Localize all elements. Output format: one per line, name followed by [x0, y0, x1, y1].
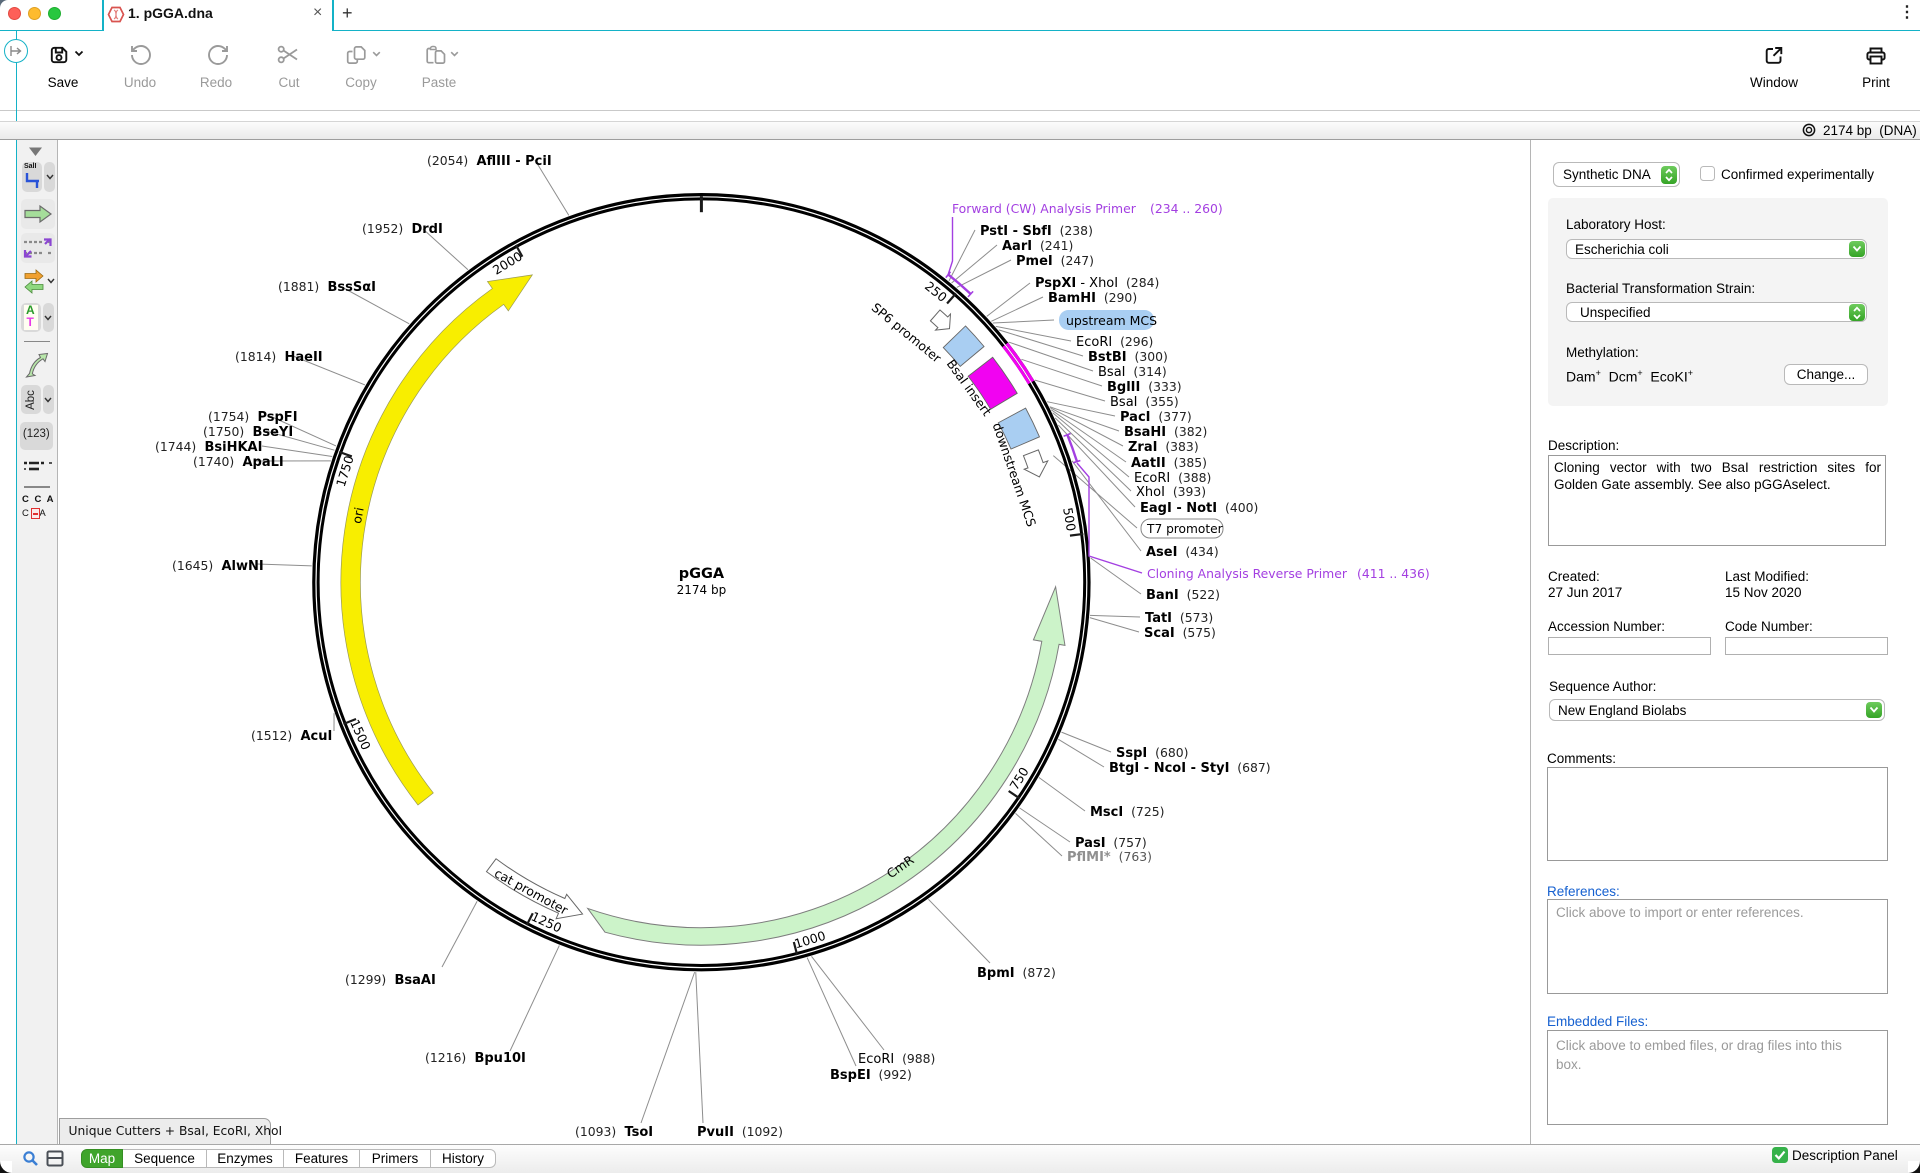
svg-text:BsaI (314): BsaI (314) — [1098, 364, 1167, 380]
svg-text:2174 bp: 2174 bp — [677, 583, 727, 597]
svg-text:PvuII (1092): PvuII (1092) — [697, 1124, 783, 1140]
svg-text:(1750) BseYI: (1750) BseYI — [203, 424, 293, 440]
svg-text:PacI (377): PacI (377) — [1120, 409, 1192, 425]
svg-text:PstI - SbfI (238): PstI - SbfI (238) — [980, 223, 1093, 239]
svg-text:PmeI (247): PmeI (247) — [1016, 253, 1094, 269]
svg-text:ScaI (575): ScaI (575) — [1144, 625, 1216, 641]
svg-text:MscI (725): MscI (725) — [1090, 804, 1164, 820]
svg-text:EcoRI (296): EcoRI (296) — [1076, 334, 1153, 350]
svg-text:BsaI (355): BsaI (355) — [1110, 394, 1179, 410]
svg-text:SP6 promoter: SP6 promoter — [869, 300, 945, 366]
svg-text:SspI (680): SspI (680) — [1116, 745, 1188, 761]
svg-text:ZraI (383): ZraI (383) — [1128, 439, 1199, 455]
svg-text:Forward (CW) Analysis Primer: Forward (CW) Analysis Primer — [952, 201, 1137, 216]
svg-text:EagI - NotI (400): EagI - NotI (400) — [1140, 500, 1258, 516]
svg-text:BsaHI (382): BsaHI (382) — [1124, 424, 1207, 440]
svg-text:(2054) AflIII - PciI: (2054) AflIII - PciI — [427, 153, 552, 169]
svg-text:BtgI - NcoI - StyI (687): BtgI - NcoI - StyI (687) — [1109, 760, 1271, 776]
svg-text:(1645) AlwNI: (1645) AlwNI — [172, 558, 264, 574]
svg-text:(1740) ApaLI: (1740) ApaLI — [193, 454, 284, 470]
svg-text:(1881) BssSαI: (1881) BssSαI — [278, 279, 376, 295]
svg-text:PflMI* (763): PflMI* (763) — [1067, 849, 1152, 865]
svg-text:(1754) PspFI: (1754) PspFI — [208, 409, 298, 425]
svg-text:BpmI (872): BpmI (872) — [977, 965, 1056, 981]
svg-text:Cloning Analysis Reverse Prime: Cloning Analysis Reverse Primer — [1147, 566, 1348, 581]
svg-text:PspXI - XhoI (284): PspXI - XhoI (284) — [1035, 275, 1159, 291]
svg-text:ori: ori — [349, 506, 367, 525]
svg-text:(1952) DrdI: (1952) DrdI — [362, 221, 443, 237]
svg-text:(411 .. 436): (411 .. 436) — [1357, 566, 1430, 581]
svg-text:BanI (522): BanI (522) — [1146, 587, 1220, 603]
svg-text:BstBI (300): BstBI (300) — [1088, 349, 1168, 365]
svg-text:BspEI (992): BspEI (992) — [830, 1067, 912, 1083]
svg-text:(1814) HaeII: (1814) HaeII — [235, 349, 323, 365]
svg-text:(1216) Bpu10I: (1216) Bpu10I — [425, 1050, 526, 1066]
svg-text:BglII (333): BglII (333) — [1107, 379, 1182, 395]
svg-text:XhoI (393): XhoI (393) — [1136, 484, 1206, 500]
svg-text:AseI (434): AseI (434) — [1146, 544, 1219, 560]
svg-text:(1512) AcuI: (1512) AcuI — [251, 728, 332, 744]
svg-text:T7 promoter: T7 promoter — [1146, 522, 1224, 536]
svg-text:EcoRI (988): EcoRI (988) — [858, 1051, 935, 1067]
svg-text:TatI (573): TatI (573) — [1145, 610, 1213, 626]
svg-text:(234 .. 260): (234 .. 260) — [1150, 201, 1223, 216]
svg-text:1750: 1750 — [333, 454, 357, 489]
svg-text:(1299) BsaAI: (1299) BsaAI — [345, 972, 436, 988]
svg-text:AatII (385): AatII (385) — [1131, 455, 1207, 471]
svg-text:(1093) TsoI: (1093) TsoI — [575, 1124, 653, 1140]
svg-text:BamHI (290): BamHI (290) — [1048, 290, 1137, 306]
svg-text:upstream MCS: upstream MCS — [1066, 313, 1157, 328]
svg-text:pGGA: pGGA — [679, 566, 725, 582]
svg-text:500: 500 — [1060, 506, 1079, 532]
svg-text:PasI (757): PasI (757) — [1075, 835, 1147, 851]
svg-text:(1744) BsiHKAI: (1744) BsiHKAI — [155, 439, 262, 455]
svg-text:EcoRI (388): EcoRI (388) — [1134, 470, 1211, 486]
svg-text:AarI (241): AarI (241) — [1002, 238, 1073, 254]
